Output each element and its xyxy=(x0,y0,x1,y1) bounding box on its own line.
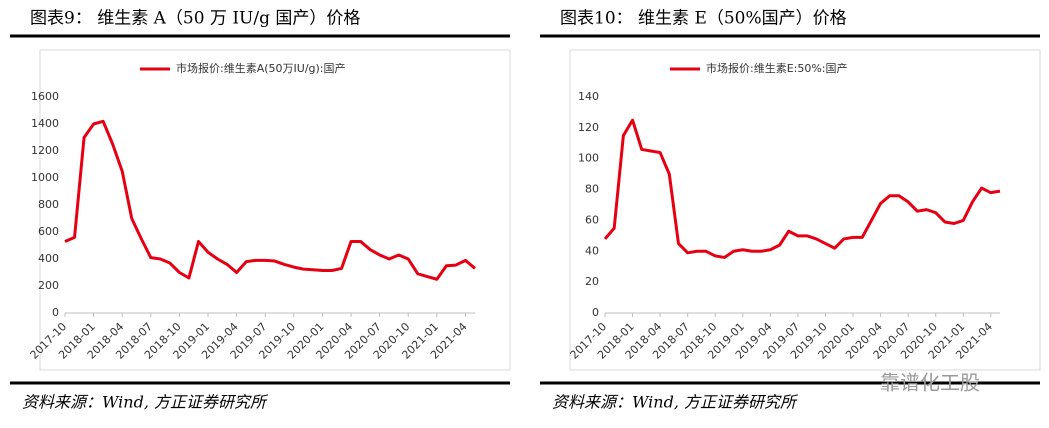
y-tick-label: 1600 xyxy=(31,90,59,103)
series-line xyxy=(64,119,476,281)
y-tick-label: 600 xyxy=(38,225,59,238)
plot-frame xyxy=(39,49,511,371)
y-tick-label: 20 xyxy=(585,275,599,288)
y-tick-label: 80 xyxy=(585,183,599,196)
y-tick-label: 1200 xyxy=(31,144,59,157)
watermark: 靠谱化工股 xyxy=(880,371,980,395)
y-tick-label: 0 xyxy=(52,306,59,319)
y-tick-label: 400 xyxy=(38,252,59,265)
y-tick-label: 120 xyxy=(578,121,599,134)
legend-label: 市场报价:维生素E:50%:国产 xyxy=(706,61,848,75)
y-tick-label: 0 xyxy=(592,306,599,319)
series-line xyxy=(603,118,1001,259)
chart-title: 图表9： 维生素 A（50 万 IU/g 国产）价格 xyxy=(30,9,360,29)
chart-title: 图表10： 维生素 E（50%国产）价格 xyxy=(560,9,847,29)
y-tick-label: 1000 xyxy=(31,171,59,184)
y-tick-label: 100 xyxy=(578,152,599,165)
y-tick-label: 40 xyxy=(585,244,599,257)
source: 资料来源：Wind, 方正证券研究所 xyxy=(22,393,269,412)
legend-label: 市场报价:维生素A(50万IU/g):国产 xyxy=(176,61,346,75)
y-tick-label: 200 xyxy=(38,279,59,292)
y-tick-label: 140 xyxy=(578,90,599,103)
y-tick-label: 800 xyxy=(38,198,59,211)
y-tick-label: 1400 xyxy=(31,117,59,130)
source: 资料来源：Wind, 方正证券研究所 xyxy=(552,393,799,412)
y-tick-label: 60 xyxy=(585,213,599,226)
plot-frame xyxy=(569,49,1041,371)
